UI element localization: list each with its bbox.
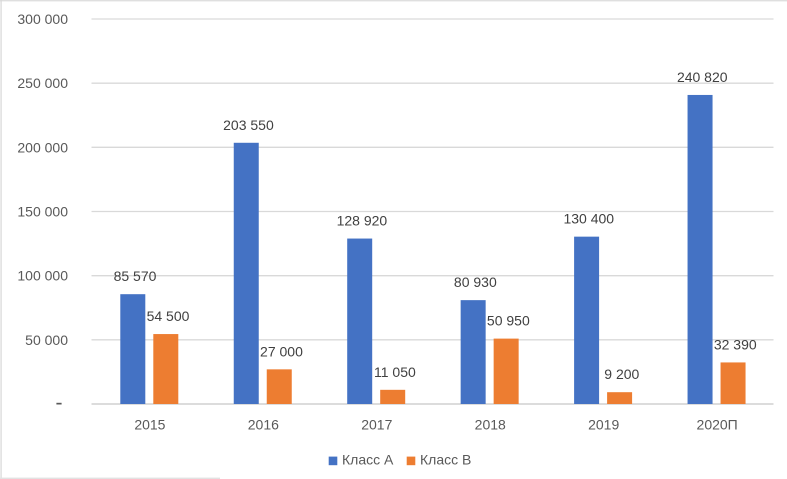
svg-text:128 920: 128 920 xyxy=(337,213,388,229)
svg-text:2020П: 2020П xyxy=(697,416,738,432)
svg-text:130 400: 130 400 xyxy=(563,211,614,227)
svg-text:2016: 2016 xyxy=(248,416,279,432)
svg-text:11 050: 11 050 xyxy=(374,364,416,380)
svg-text:32 390: 32 390 xyxy=(714,336,757,352)
svg-text:9 200: 9 200 xyxy=(604,366,639,382)
svg-text:54 500: 54 500 xyxy=(147,308,190,324)
svg-text:100 000: 100 000 xyxy=(17,268,68,284)
svg-text:27 000: 27 000 xyxy=(260,343,303,359)
svg-text:2019: 2019 xyxy=(588,416,619,432)
svg-text:250 000: 250 000 xyxy=(17,75,68,91)
svg-text:2017: 2017 xyxy=(361,416,392,432)
svg-text:Класс В: Класс В xyxy=(420,451,471,467)
svg-text:150 000: 150 000 xyxy=(17,204,68,220)
svg-text:Класс А: Класс А xyxy=(342,451,394,467)
svg-text:50 000: 50 000 xyxy=(25,332,68,348)
svg-text:80 930: 80 930 xyxy=(454,274,497,290)
svg-text:200 000: 200 000 xyxy=(17,139,68,155)
svg-text:85 570: 85 570 xyxy=(114,268,157,284)
svg-text:50 950: 50 950 xyxy=(487,313,530,329)
svg-text:2015: 2015 xyxy=(134,416,165,432)
svg-text:2018: 2018 xyxy=(475,416,506,432)
svg-text:240 820: 240 820 xyxy=(677,69,728,85)
svg-text:203 550: 203 550 xyxy=(223,117,274,133)
svg-text:300 000: 300 000 xyxy=(17,11,68,27)
